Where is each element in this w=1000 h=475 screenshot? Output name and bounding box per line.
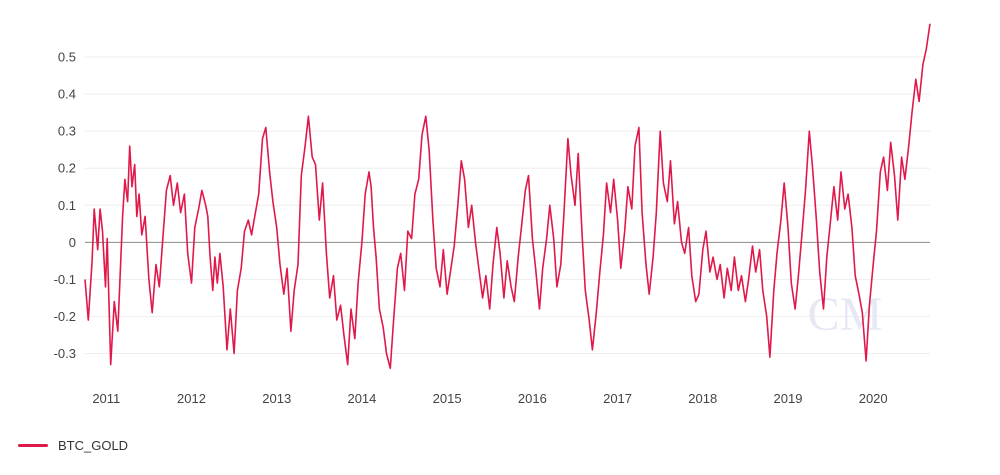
y-tick-label: 0.5 [58,50,76,65]
legend[interactable]: BTC_GOLD [18,438,128,453]
x-tick-label: 2012 [177,391,206,406]
series-line-btc-gold [84,23,931,370]
y-tick-label: -0.2 [54,309,76,324]
y-tick-label: -0.3 [54,346,76,361]
y-tick-label: 0.4 [58,87,76,102]
legend-label: BTC_GOLD [58,438,129,453]
x-axis-ticks: 2011 2012 2013 2014 2015 2016 2017 2018 2019 2020 [92,391,887,406]
x-tick-label: 2016 [518,391,547,406]
x-tick-label: 2020 [859,391,888,406]
x-tick-label: 2015 [433,391,462,406]
x-tick-label: 2013 [262,391,291,406]
y-axis-ticks: -0.3 -0.2 -0.1 0 0.1 0.2 0.3 0.4 0.5 [54,50,76,361]
watermark-logo: CM [808,288,883,341]
grid-lines [85,56,930,354]
x-tick-label: 2017 [603,391,632,406]
y-tick-label: -0.1 [54,272,76,287]
legend-swatch [18,444,48,447]
x-tick-label: 2011 [92,391,120,406]
y-tick-label: 0.2 [58,161,76,176]
x-tick-label: 2019 [774,391,803,406]
x-tick-label: 2014 [347,391,376,406]
y-tick-label: 0.3 [58,124,76,139]
y-tick-label: 0.1 [58,198,76,213]
y-tick-label: 0 [69,235,76,250]
x-tick-label: 2018 [688,391,717,406]
